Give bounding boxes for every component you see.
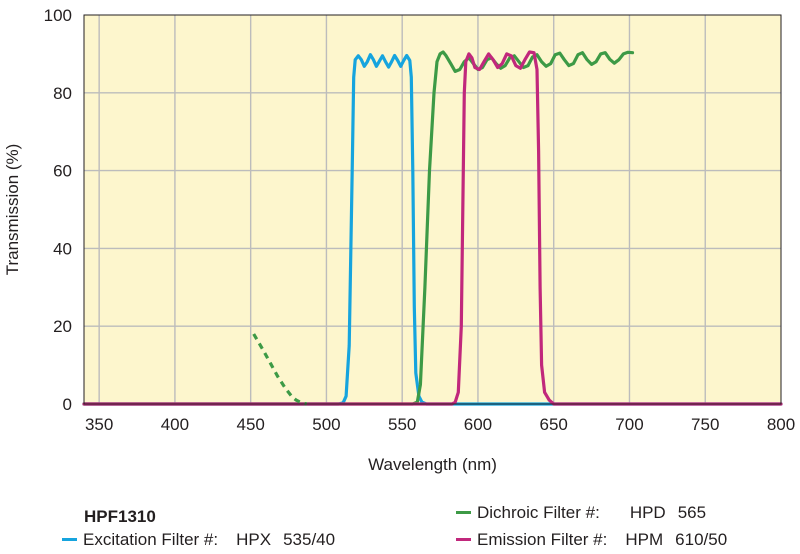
x-axis-label: Wavelength (nm)	[368, 455, 497, 474]
x-tick-label: 400	[161, 415, 189, 434]
x-tick-label: 350	[85, 415, 113, 434]
x-tick-label: 800	[767, 415, 795, 434]
y-tick-label: 60	[53, 162, 72, 181]
y-tick-label: 100	[44, 6, 72, 25]
y-tick-label: 0	[63, 395, 72, 414]
plot-frame	[83, 14, 782, 405]
y-tick-label: 80	[53, 84, 72, 103]
x-tick-label: 650	[540, 415, 568, 434]
series-line-1	[82, 50, 635, 406]
series-group	[82, 50, 783, 406]
x-tick-label: 550	[388, 415, 416, 434]
y-tick-label: 20	[53, 317, 72, 336]
plot-area	[84, 15, 781, 404]
x-tick-labels: 350 400 450 500 550 600 650 700 750 800	[85, 415, 795, 434]
y-tick-labels: 0 20 40 60 80 100	[44, 6, 72, 414]
x-tick-label: 750	[691, 415, 719, 434]
x-tick-label: 450	[236, 415, 264, 434]
series-line-3	[252, 333, 308, 406]
x-tick-label: 700	[615, 415, 643, 434]
series-line-0	[82, 53, 783, 406]
y-tick-label: 40	[53, 239, 72, 258]
x-tick-label: 500	[312, 415, 340, 434]
series-line-2	[82, 50, 783, 406]
y-axis-label: Transmission (%)	[3, 144, 22, 276]
x-tick-label: 600	[464, 415, 492, 434]
